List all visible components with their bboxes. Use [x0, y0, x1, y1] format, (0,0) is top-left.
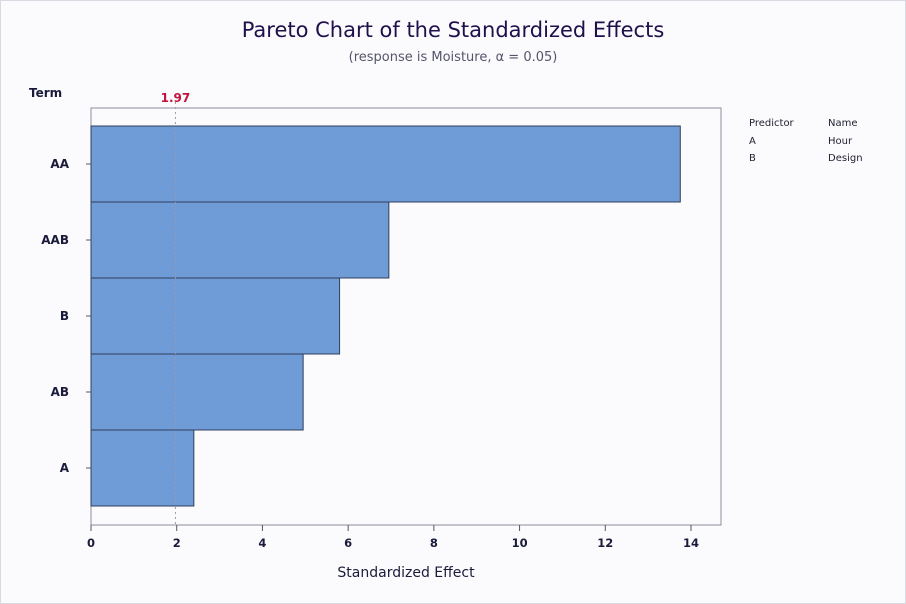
bar-aab [90, 201, 390, 279]
category-label-aab: AAB [41, 233, 69, 247]
category-label-ab: AB [51, 385, 69, 399]
bar-a [90, 429, 195, 507]
x-tick-label-12: 12 [597, 536, 613, 550]
x-tick-label-2: 2 [173, 536, 181, 550]
chart-title: Pareto Chart of the Standardized Effects [242, 18, 665, 42]
category-label-a: A [60, 461, 70, 475]
legend: Predictor Name A Hour B Design [749, 118, 863, 164]
category-labels: AA AAB B AB A [41, 157, 91, 475]
legend-cell-hour: Hour [828, 136, 853, 147]
x-tick-label-4: 4 [258, 536, 266, 550]
legend-cell-a: A [749, 136, 756, 147]
bar-aa [90, 125, 681, 203]
bar-b [90, 277, 341, 355]
category-label-b: B [60, 309, 69, 323]
legend-header-predictor: Predictor [749, 118, 795, 129]
category-label-aa: AA [50, 157, 69, 171]
legend-cell-design: Design [828, 153, 863, 164]
legend-header-name: Name [828, 118, 858, 129]
reference-line-label: 1.97 [161, 91, 191, 105]
x-tick-label-8: 8 [430, 536, 438, 550]
term-axis-title: Term [29, 86, 62, 100]
chart-subtitle: (response is Moisture, α = 0.05) [349, 50, 558, 65]
bars-layer [90, 125, 681, 507]
x-tick-label-14: 14 [683, 536, 699, 550]
reference-line-group: 1.97 [161, 91, 191, 525]
x-tick-label-0: 0 [87, 536, 95, 550]
x-axis-ticks: 0 2 4 6 8 10 12 14 [87, 525, 699, 550]
x-axis-label: Standardized Effect [337, 565, 475, 581]
x-tick-label-10: 10 [512, 536, 528, 550]
legend-cell-b: B [749, 153, 756, 164]
bar-ab [90, 353, 304, 431]
x-tick-label-6: 6 [344, 536, 352, 550]
